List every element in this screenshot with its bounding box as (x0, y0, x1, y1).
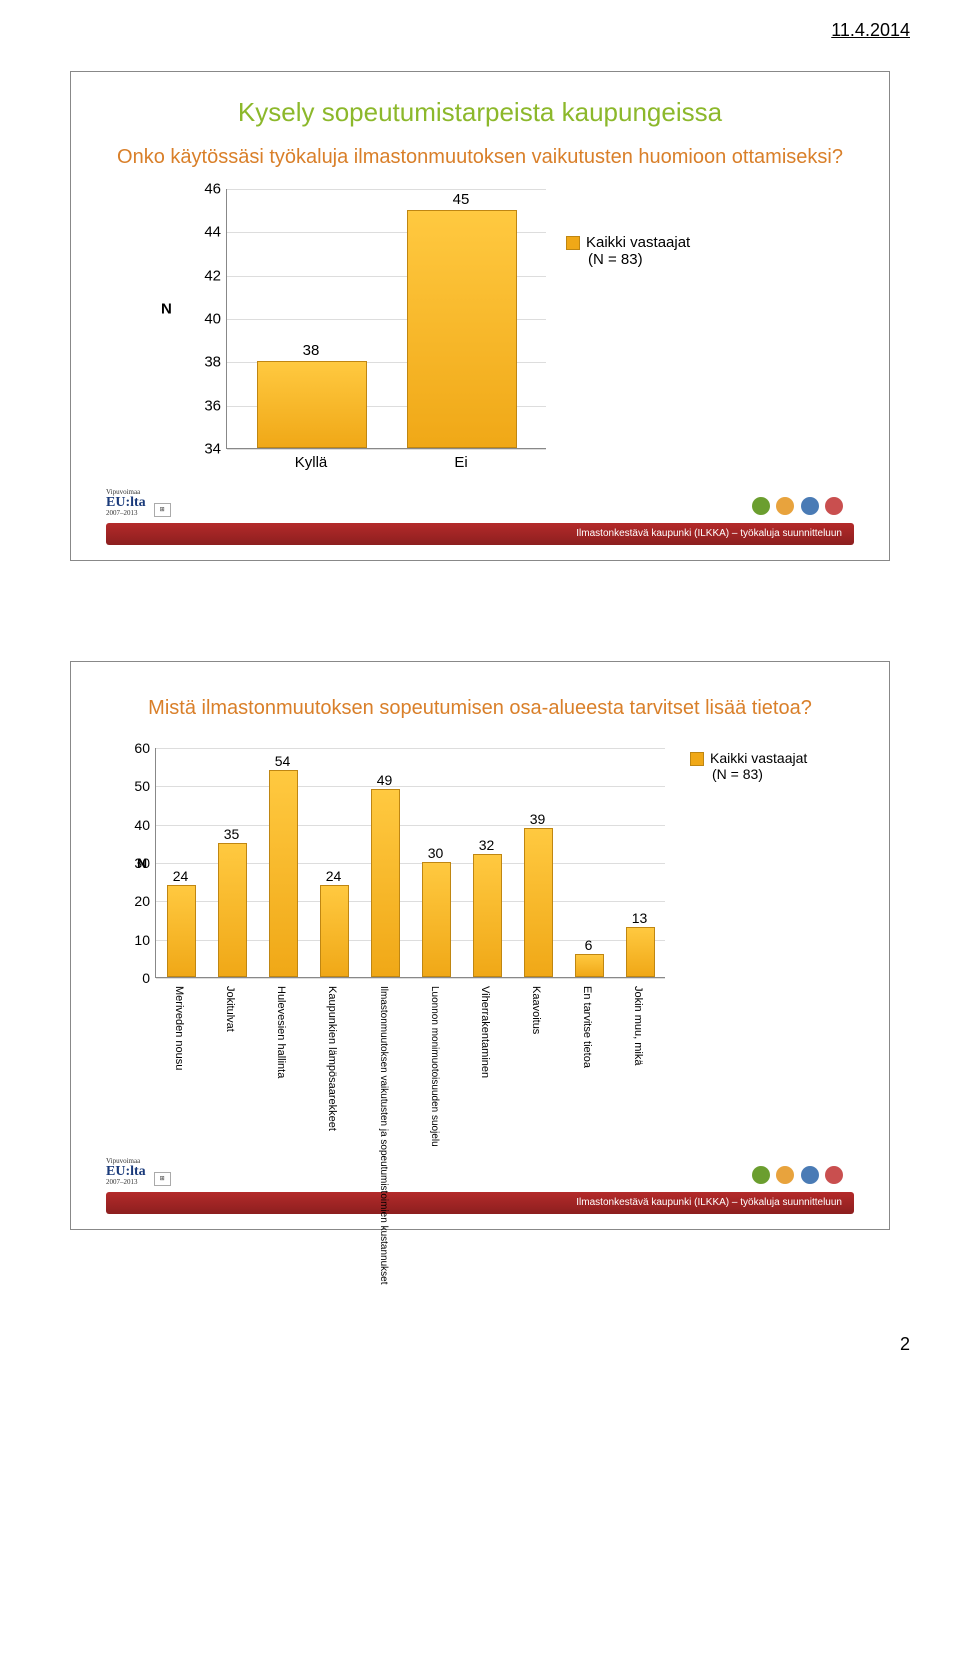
logo-row: Vipuvoimaa EU:lta 2007–2013 ⊞ (106, 489, 854, 517)
grid-line (156, 978, 665, 979)
bar (371, 789, 399, 977)
deco-icon (801, 1166, 819, 1184)
bar (626, 927, 654, 977)
slide1-subtitle: Onko käytössäsi työkaluja ilmastonmuutok… (106, 146, 854, 169)
bar-value-label: 30 (421, 845, 449, 861)
bar (473, 854, 501, 977)
xtick-label: Hulevesien hallinta (275, 986, 287, 1186)
grid-line (156, 786, 665, 787)
ytick-label: 40 (196, 311, 221, 328)
deco-icon (776, 1166, 794, 1184)
bar-value-label: 54 (268, 753, 296, 769)
deco-icon (825, 497, 843, 515)
slide1-title: Kysely sopeutumistarpeista kaupungeissa (106, 97, 854, 128)
chart2-ylabel: N (137, 855, 147, 871)
deco-icon (801, 497, 819, 515)
xtick-label: Kaupunkien lämpösaarekkeet (326, 986, 338, 1186)
partner-logo: ⊞ (154, 1172, 171, 1186)
bar-value-label: 24 (166, 868, 194, 884)
xtick-label: Jokitulvat (224, 986, 236, 1186)
deco-icon (752, 497, 770, 515)
bar-value-label: 6 (574, 937, 602, 953)
footer-bar: Ilmastonkestävä kaupunki (ILKKA) – työka… (106, 1192, 854, 1214)
logo-line2: EU:lta (106, 495, 146, 510)
ytick-label: 44 (196, 224, 221, 241)
bar-value-label: 45 (406, 191, 516, 208)
bar (422, 862, 450, 977)
grid-line (227, 449, 546, 450)
grid-line (156, 748, 665, 749)
deco-icon (776, 497, 794, 515)
legend-swatch (566, 236, 580, 250)
slide-2: Mistä ilmastonmuutoksen sopeutumisen osa… (70, 661, 890, 1230)
bar (575, 954, 603, 977)
ytick-label: 34 (196, 441, 221, 458)
deco-icon (752, 1166, 770, 1184)
date-header: 11.4.2014 (40, 20, 920, 41)
partner-logo: ⊞ (154, 503, 171, 517)
bar (524, 828, 552, 978)
legend-sub: (N = 83) (588, 251, 643, 268)
xtick-label: Luonnon monimuotoisuuden suojelu (429, 986, 440, 1166)
xtick-label: Ilmastonmuutoksen vaikutusten ja sopeutu… (378, 986, 389, 1166)
ytick-label: 36 (196, 397, 221, 414)
legend-sub: (N = 83) (712, 766, 763, 782)
ytick-label: 20 (125, 893, 150, 909)
logo-line3: 2007–2013 (106, 509, 138, 517)
legend-label: Kaikki vastaajat (710, 750, 807, 766)
eu-logo: Vipuvoimaa EU:lta 2007–2013 (106, 1158, 146, 1186)
legend-label: Kaikki vastaajat (586, 234, 690, 251)
ytick-label: 40 (125, 817, 150, 833)
logo-line2: EU:lta (106, 1164, 146, 1179)
bar (269, 770, 297, 977)
logo-line3: 2007–2013 (106, 1178, 138, 1186)
bar-value-label: 32 (472, 837, 500, 853)
footer-icons (751, 1166, 844, 1189)
xtick-label: Meriveden nousu (173, 986, 185, 1186)
eu-logo: Vipuvoimaa EU:lta 2007–2013 (106, 489, 146, 517)
page-number: 2 (900, 1334, 910, 1355)
bar-value-label: 39 (523, 811, 551, 827)
footer-icons (751, 497, 844, 520)
ytick-label: 60 (125, 740, 150, 756)
chart2-legend: Kaikki vastaajat (N = 83) (690, 750, 807, 782)
ytick-label: 46 (196, 181, 221, 198)
legend-swatch (690, 752, 704, 766)
bar-value-label: 35 (217, 826, 245, 842)
ytick-label: 10 (125, 932, 150, 948)
xtick-label: Kyllä (256, 454, 366, 471)
xtick-label: Kaavoitus (530, 986, 542, 1186)
xtick-label: Viherrakentaminen (479, 986, 491, 1186)
xtick-label: Jokin muu, mikä (632, 986, 644, 1186)
slide-1: Kysely sopeutumistarpeista kaupungeissa … (70, 71, 890, 561)
chart1-plot (226, 189, 546, 449)
xtick-label: En tarvitse tietoa (581, 986, 593, 1186)
xtick-label: Ei (406, 454, 516, 471)
bar (320, 885, 348, 977)
chart2: Kaikki vastaajat (N = 83) 0 10 20 30 40 50 60 N… (115, 738, 845, 1158)
bar (218, 843, 246, 977)
bar-value-label: 49 (370, 772, 398, 788)
ytick-label: 50 (125, 778, 150, 794)
slide2-subtitle: Mistä ilmastonmuutoksen sopeutumisen osa… (106, 697, 854, 720)
ytick-label: 0 (125, 970, 150, 986)
ytick-label: 38 (196, 354, 221, 371)
bar (257, 361, 367, 448)
bar-value-label: 24 (319, 868, 347, 884)
ytick-label: 42 (196, 267, 221, 284)
bar-value-label: 38 (256, 342, 366, 359)
page: 11.4.2014 Kysely sopeutumistarpeista kau… (0, 0, 960, 1370)
bar (407, 210, 517, 448)
chart1-ylabel: N (161, 301, 172, 318)
bar-value-label: 13 (625, 910, 653, 926)
chart1-legend: Kaikki vastaajat (N = 83) (566, 234, 690, 268)
bar (167, 885, 195, 977)
deco-icon (825, 1166, 843, 1184)
chart1: N Kaikki vastaajat (N = 83) 343638404244… (166, 179, 726, 489)
footer-bar: Ilmastonkestävä kaupunki (ILKKA) – työka… (106, 523, 854, 545)
